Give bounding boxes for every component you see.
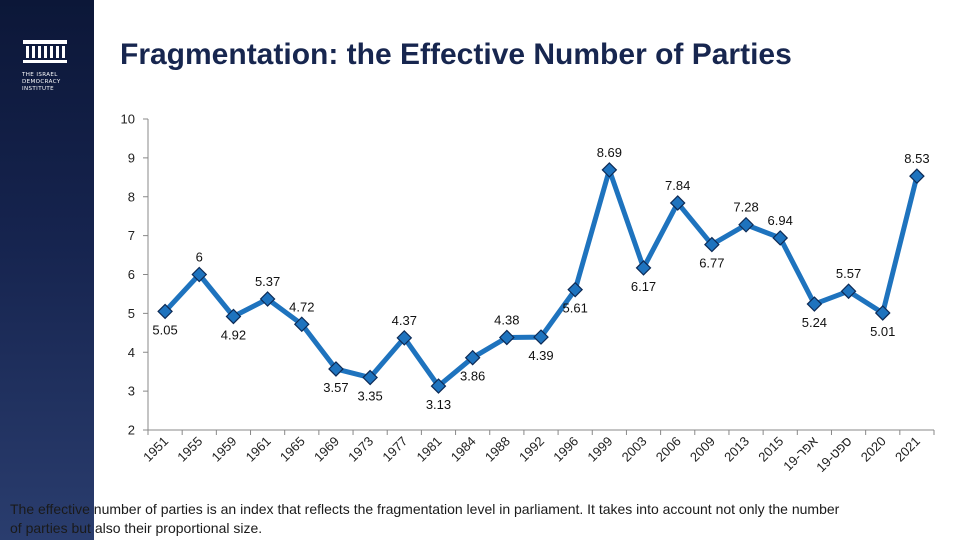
data-point-marker [533, 329, 549, 345]
institute-logo: THE ISRAEL DEMOCRACY INSTITUTE [22, 40, 74, 93]
y-tick-label: 4 [128, 345, 135, 360]
x-tick-label: 2009 [687, 434, 718, 465]
data-point-marker [704, 236, 720, 253]
data-point-marker [191, 266, 208, 283]
x-tick-label: 1969 [311, 434, 342, 465]
institute-building-icon [23, 40, 67, 63]
data-point-marker [430, 378, 447, 394]
y-tick-label: 3 [128, 384, 135, 399]
data-label: 3.57 [323, 380, 348, 395]
footnote: The effective number of parties is an in… [10, 501, 840, 536]
x-tick-label: 1973 [345, 434, 376, 465]
x-tick-label: 2013 [721, 434, 752, 465]
x-tick-label: 1988 [482, 434, 513, 465]
data-point-marker [259, 291, 276, 307]
data-label: 3.13 [426, 397, 451, 412]
x-tick-label: 1992 [516, 434, 547, 465]
data-label: 3.35 [357, 389, 382, 404]
data-point-marker [328, 361, 344, 377]
x-tick-label: 1955 [174, 434, 205, 465]
y-tick-label: 7 [128, 228, 135, 243]
logo-wordmark: THE ISRAEL DEMOCRACY INSTITUTE [22, 72, 74, 93]
x-tick-label: 1984 [448, 434, 479, 465]
data-label: 4.39 [528, 348, 553, 363]
y-tick-label: 2 [128, 423, 135, 438]
y-tick-label: 10 [121, 112, 135, 127]
data-point-marker [806, 296, 823, 312]
x-tick-label: אפר-19 [780, 434, 820, 474]
data-point-marker [498, 329, 515, 346]
x-tick-label: 1977 [379, 434, 410, 465]
data-point-marker [909, 168, 925, 184]
x-tick-label: 1961 [243, 434, 274, 465]
data-point-marker [464, 349, 481, 366]
data-point-marker [840, 283, 857, 300]
data-point-marker [601, 162, 618, 178]
y-tick-label: 6 [128, 267, 135, 282]
data-label: 8.69 [597, 145, 622, 160]
data-label: 6.94 [768, 213, 793, 228]
data-point-marker [293, 316, 310, 333]
data-label: 5.24 [802, 315, 827, 330]
data-point-marker [874, 305, 891, 321]
data-point-marker [362, 369, 378, 386]
data-label: 7.28 [733, 200, 758, 215]
data-point-marker [225, 308, 242, 325]
data-label: 7.84 [665, 178, 690, 193]
data-point-marker [396, 330, 413, 346]
logo-line: INSTITUTE [22, 86, 55, 92]
x-tick-label: 2020 [858, 434, 889, 465]
data-point-marker [157, 303, 173, 320]
data-point-marker [669, 195, 686, 211]
data-label: 4.92 [221, 327, 246, 342]
x-tick-label: 1965 [277, 434, 308, 465]
x-tick-label: 1996 [550, 434, 581, 465]
data-label: 6.77 [699, 256, 724, 271]
data-point-marker [635, 260, 652, 276]
data-label: 5.37 [255, 274, 280, 289]
data-point-marker [772, 230, 789, 246]
logo-line: DEMOCRACY [22, 79, 61, 85]
data-point-marker [738, 216, 754, 233]
data-label: 5.57 [836, 266, 861, 281]
logo-line: THE ISRAEL [22, 72, 58, 78]
data-label: 5.61 [563, 301, 588, 316]
data-label: 6 [196, 250, 203, 265]
data-label: 4.72 [289, 299, 314, 314]
data-label: 6.17 [631, 279, 656, 294]
data-label: 5.01 [870, 324, 895, 339]
x-tick-label: ספט-19 [813, 434, 854, 475]
data-point-marker [567, 281, 584, 298]
x-tick-label: 1981 [414, 434, 445, 465]
x-tick-label: 1959 [208, 434, 239, 465]
data-label: 8.53 [904, 151, 929, 166]
data-label: 4.38 [494, 312, 519, 327]
x-tick-label: 2003 [619, 434, 650, 465]
data-label: 4.37 [392, 313, 417, 328]
y-tick-label: 5 [128, 306, 135, 321]
x-tick-label: 2006 [653, 434, 684, 465]
y-tick-label: 8 [128, 189, 135, 204]
data-label: 5.05 [152, 322, 177, 337]
x-tick-label: 1999 [584, 434, 615, 465]
data-label: 3.86 [460, 369, 485, 384]
x-tick-label: 2021 [892, 434, 923, 465]
sidebar-band: THE ISRAEL DEMOCRACY INSTITUTE [0, 0, 94, 540]
page-title: Fragmentation: the Effective Number of P… [120, 38, 792, 71]
x-tick-label: 1951 [140, 434, 171, 465]
y-tick-label: 9 [128, 150, 135, 165]
x-tick-label: 2015 [755, 434, 786, 465]
